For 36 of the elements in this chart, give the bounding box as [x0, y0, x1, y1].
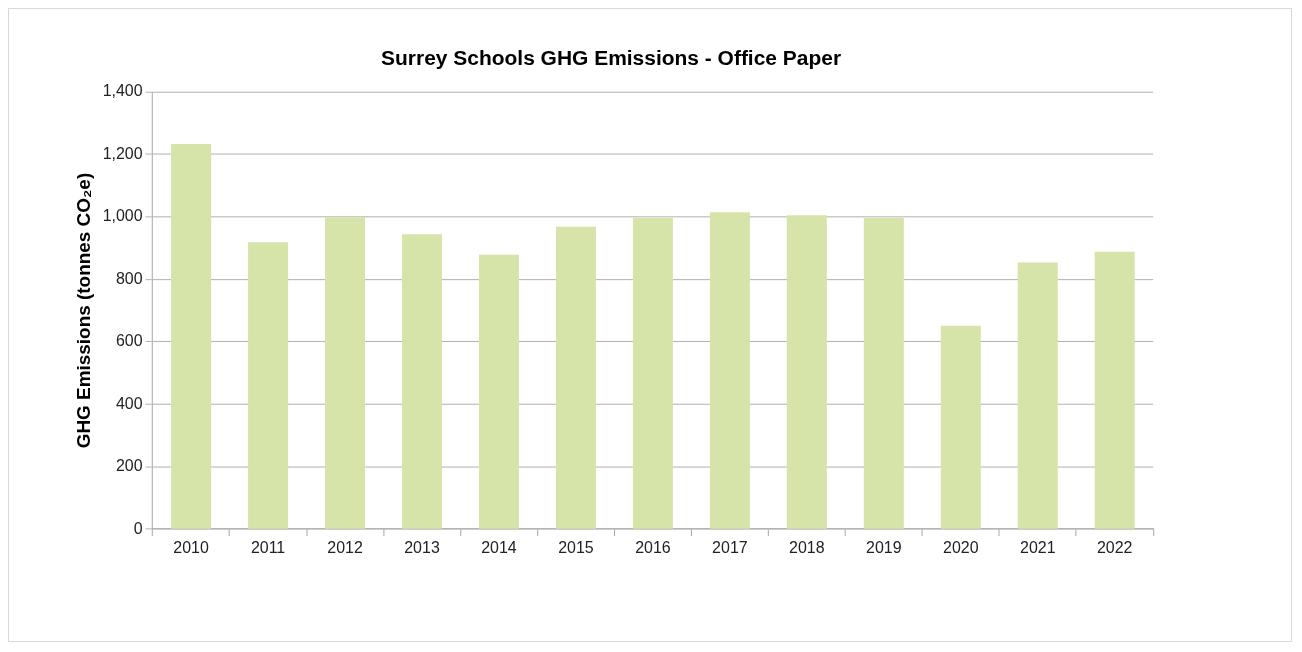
x-tick-label: 2014 — [481, 539, 517, 557]
x-tick-label: 2020 — [943, 539, 979, 557]
y-tick-label: 400 — [115, 394, 143, 412]
x-tick-label: 2010 — [173, 539, 209, 557]
y-tick-label: 200 — [115, 457, 143, 475]
bar — [863, 218, 904, 529]
bar — [1094, 251, 1135, 529]
bar — [171, 144, 212, 529]
bar — [325, 217, 366, 529]
bar — [786, 215, 827, 529]
bar — [1017, 262, 1058, 529]
bar — [632, 218, 673, 529]
bar — [940, 325, 981, 529]
y-tick-label: 800 — [115, 269, 143, 287]
x-tick-label: 2011 — [250, 539, 286, 557]
x-tick-label: 2016 — [635, 539, 671, 557]
bar — [709, 212, 750, 529]
y-tick-label: 600 — [115, 332, 143, 350]
bar — [555, 226, 596, 529]
x-tick-label: 2021 — [1020, 539, 1056, 557]
bar — [478, 254, 519, 529]
x-tick-label: 2013 — [404, 539, 440, 557]
x-tick-label: 2022 — [1096, 539, 1133, 557]
x-tick-label: 2015 — [558, 539, 594, 557]
x-tick-label: 2019 — [866, 539, 902, 557]
y-tick-label: 0 — [133, 519, 143, 537]
y-tick-label: 1,000 — [102, 207, 143, 225]
y-axis-title: GHG Emissions (tonnes CO₂e) — [72, 172, 94, 449]
chart-title: Surrey Schools GHG Emissions - Office Paper — [381, 46, 842, 70]
x-tick-label: 2017 — [712, 539, 748, 557]
y-tick-label: 1,200 — [102, 144, 143, 162]
bar — [401, 234, 443, 529]
x-tick-label: 2012 — [327, 539, 363, 557]
x-tick-label: 2018 — [789, 539, 825, 557]
bar — [248, 242, 289, 529]
y-tick-label: 1,400 — [102, 82, 143, 100]
